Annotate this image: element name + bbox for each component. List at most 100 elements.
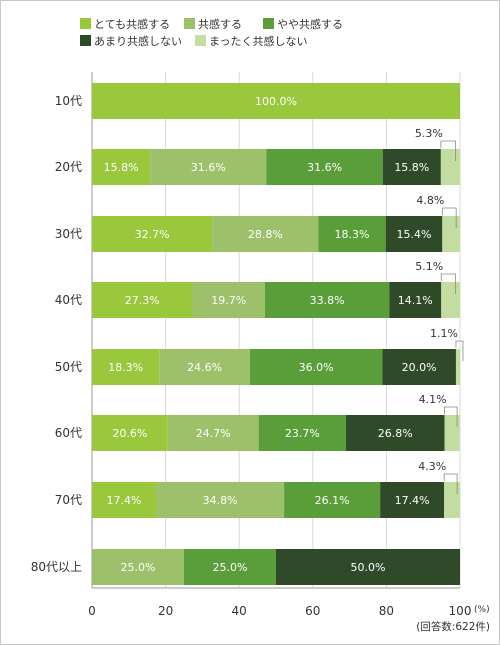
data-label: 36.0% bbox=[299, 361, 334, 374]
data-label: 32.7% bbox=[135, 228, 170, 241]
bar-segment bbox=[156, 482, 285, 518]
bar-segment bbox=[249, 349, 383, 385]
bar-segment bbox=[444, 415, 460, 451]
data-label: 5.1% bbox=[415, 260, 443, 273]
data-label: 4.1% bbox=[419, 393, 447, 406]
bar-segment bbox=[92, 149, 151, 185]
leader-line bbox=[440, 140, 457, 161]
legend-item: やや共感する bbox=[263, 18, 343, 32]
category-label: 20代 bbox=[55, 160, 82, 174]
bar-segment bbox=[382, 349, 456, 385]
category-label: 50代 bbox=[55, 360, 82, 374]
bar-segment bbox=[442, 216, 460, 252]
data-label: 1.1% bbox=[430, 327, 458, 340]
bar-segment bbox=[389, 282, 442, 318]
category-label: 80代以上 bbox=[31, 560, 82, 574]
category-label: 70代 bbox=[55, 493, 82, 507]
data-label: 27.3% bbox=[125, 294, 160, 307]
legend-swatch bbox=[80, 35, 91, 46]
data-label: 17.4% bbox=[107, 494, 142, 507]
data-label: 14.1% bbox=[398, 294, 433, 307]
legend-label: やや共感する bbox=[277, 18, 343, 31]
data-label: 100.0% bbox=[255, 95, 297, 108]
legend-item: 共感する bbox=[184, 18, 242, 32]
data-label: 15.8% bbox=[104, 161, 139, 174]
data-label: 33.8% bbox=[310, 294, 345, 307]
leader-line bbox=[440, 273, 457, 294]
x-tick-label: 20 bbox=[158, 604, 173, 618]
bar-segment bbox=[264, 282, 390, 318]
bar-segment bbox=[92, 349, 160, 385]
bar-segment bbox=[92, 83, 460, 119]
bar-segment bbox=[159, 349, 250, 385]
legend-label: まったく共感しない bbox=[209, 35, 308, 48]
legend-swatch bbox=[184, 18, 195, 29]
legend-item: とても共感する bbox=[80, 18, 170, 32]
x-tick-label: 0 bbox=[88, 604, 96, 618]
legend-item: あまり共感しない bbox=[80, 35, 182, 49]
bar-segment bbox=[92, 282, 193, 318]
data-label: 26.1% bbox=[315, 494, 350, 507]
data-label: 15.8% bbox=[394, 161, 429, 174]
data-label: 34.8% bbox=[203, 494, 238, 507]
leader-line bbox=[455, 340, 464, 361]
data-label: 15.4% bbox=[397, 228, 432, 241]
x-tick-label: 40 bbox=[232, 604, 247, 618]
bar-segment bbox=[92, 216, 213, 252]
unit-label: (%) bbox=[474, 605, 490, 615]
category-label: 30代 bbox=[55, 227, 82, 241]
leader-line bbox=[443, 473, 458, 494]
bar-segment bbox=[444, 482, 460, 518]
bar-segment bbox=[92, 549, 184, 585]
data-label: 19.7% bbox=[211, 294, 246, 307]
data-label: 4.3% bbox=[418, 460, 446, 473]
x-tick-label: 80 bbox=[379, 604, 394, 618]
legend-item: まったく共感しない bbox=[195, 35, 308, 49]
bar-segment bbox=[167, 415, 259, 451]
bar-segment bbox=[276, 549, 460, 585]
leader-line bbox=[441, 207, 457, 228]
respondents-note: (回答数:622件) bbox=[416, 620, 490, 633]
bar-segment bbox=[385, 216, 443, 252]
legend-swatch bbox=[263, 18, 274, 29]
legend-swatch bbox=[80, 18, 91, 29]
legend-label: とても共感する bbox=[94, 18, 171, 31]
data-label: 26.8% bbox=[378, 427, 413, 440]
legend-label: 共感する bbox=[198, 18, 242, 31]
bar-segment bbox=[284, 482, 381, 518]
data-label: 17.4% bbox=[395, 494, 430, 507]
bar-segment bbox=[212, 216, 319, 252]
data-label: 25.0% bbox=[213, 561, 248, 574]
data-label: 18.3% bbox=[335, 228, 370, 241]
bar-segment bbox=[440, 149, 461, 185]
legend-swatch bbox=[195, 35, 206, 46]
bar-segment bbox=[345, 415, 445, 451]
legend-label: あまり共感しない bbox=[94, 35, 182, 48]
category-label: 40代 bbox=[55, 293, 82, 307]
bar-segment bbox=[380, 482, 445, 518]
bar-segment bbox=[192, 282, 265, 318]
data-label: 24.7% bbox=[196, 427, 231, 440]
data-label: 31.6% bbox=[191, 161, 226, 174]
data-label: 20.0% bbox=[402, 361, 437, 374]
bar-segment bbox=[266, 149, 383, 185]
data-label: 4.8% bbox=[416, 194, 444, 207]
data-label: 20.6% bbox=[112, 427, 147, 440]
x-tick-label: 60 bbox=[305, 604, 320, 618]
x-tick-label: 100 bbox=[449, 604, 472, 618]
leader-line bbox=[444, 406, 458, 427]
bar-segment bbox=[318, 216, 386, 252]
data-label: 31.6% bbox=[307, 161, 342, 174]
data-label: 23.7% bbox=[285, 427, 320, 440]
bar-segment bbox=[92, 415, 168, 451]
data-label: 18.3% bbox=[108, 361, 143, 374]
category-label: 60代 bbox=[55, 426, 82, 440]
data-label: 28.8% bbox=[248, 228, 283, 241]
data-label: 5.3% bbox=[415, 127, 443, 140]
bar-segment bbox=[92, 482, 157, 518]
data-label: 50.0% bbox=[351, 561, 386, 574]
data-label: 24.6% bbox=[187, 361, 222, 374]
bar-segment bbox=[382, 149, 441, 185]
bar-segment bbox=[150, 149, 267, 185]
